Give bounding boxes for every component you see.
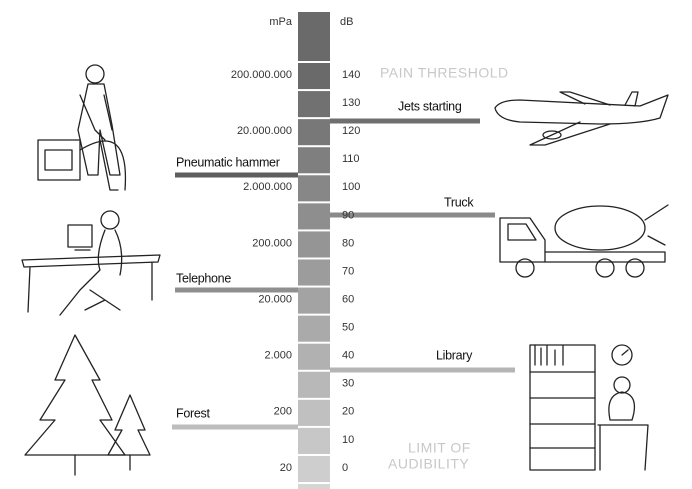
pressure-unit: mPa — [269, 16, 293, 28]
column-segment — [298, 91, 330, 117]
truck-illustration — [500, 205, 668, 277]
db-label: 90 — [342, 209, 354, 221]
column-segment — [298, 344, 330, 370]
column-segment — [298, 316, 330, 342]
pressure-label: 200.000.000 — [231, 69, 292, 81]
db-label: 10 — [342, 434, 354, 446]
db-label: 100 — [342, 181, 360, 193]
pressure-label: 20.000 — [258, 293, 292, 305]
column-segment — [298, 400, 330, 426]
office-illustration — [22, 211, 160, 315]
db-label: 110 — [342, 153, 360, 165]
worker-illustration — [38, 65, 125, 190]
pressure-label: 200 — [274, 406, 292, 418]
level-unit: dB — [340, 16, 353, 28]
source-label: Library — [436, 348, 473, 362]
source-label: Jets starting — [398, 99, 462, 113]
page: mPa dB PAIN THRESHOLD LIMIT OF AUDIBILIT… — [0, 0, 692, 489]
source-line — [175, 288, 298, 293]
column-segment — [298, 456, 330, 482]
source-line — [175, 173, 298, 178]
pressure-label: 20.000.000 — [237, 125, 292, 137]
scale-column — [298, 12, 330, 489]
db-label: 70 — [342, 265, 354, 277]
source-line — [330, 368, 515, 373]
db-label: 0 — [342, 462, 348, 474]
column-segment — [298, 63, 330, 89]
column-segment — [298, 203, 330, 229]
source-line — [172, 425, 298, 430]
column-segment — [298, 288, 330, 314]
column-cap — [298, 12, 330, 61]
airplane-illustration — [495, 92, 668, 145]
limit-line-2: AUDIBILITY — [388, 456, 469, 472]
column-segment — [298, 372, 330, 398]
column-segment — [298, 259, 330, 285]
db-label: 40 — [342, 350, 354, 362]
column-segment — [298, 119, 330, 145]
column-segment — [298, 428, 330, 454]
db-label: 20 — [342, 406, 354, 418]
pain-threshold: PAIN THRESHOLD — [380, 65, 509, 81]
db-label: 60 — [342, 293, 354, 305]
column-segment — [298, 147, 330, 173]
source-label: Forest — [176, 406, 210, 420]
db-label: 50 — [342, 322, 354, 334]
source-line — [330, 213, 495, 218]
pressure-label: 200.000 — [252, 237, 292, 249]
library-illustration — [530, 345, 648, 470]
forest-illustration — [25, 335, 150, 475]
source-line — [330, 119, 480, 124]
pressure-label: 2.000.000 — [243, 181, 292, 193]
column-segment — [298, 484, 330, 489]
source-label: Truck — [444, 195, 474, 209]
column-segment — [298, 231, 330, 257]
db-label: 30 — [342, 378, 354, 390]
db-label: 120 — [342, 125, 360, 137]
limit-line-1: LIMIT OF — [408, 440, 471, 456]
db-label: 140 — [342, 69, 360, 81]
db-label: 80 — [342, 237, 354, 249]
pressure-label: 2.000 — [264, 350, 292, 362]
pressure-label: 20 — [280, 462, 292, 474]
db-label: 130 — [342, 97, 360, 109]
source-label: Telephone — [176, 271, 231, 285]
column-segment — [298, 175, 330, 201]
source-label: Pneumatic hammer — [176, 155, 280, 169]
